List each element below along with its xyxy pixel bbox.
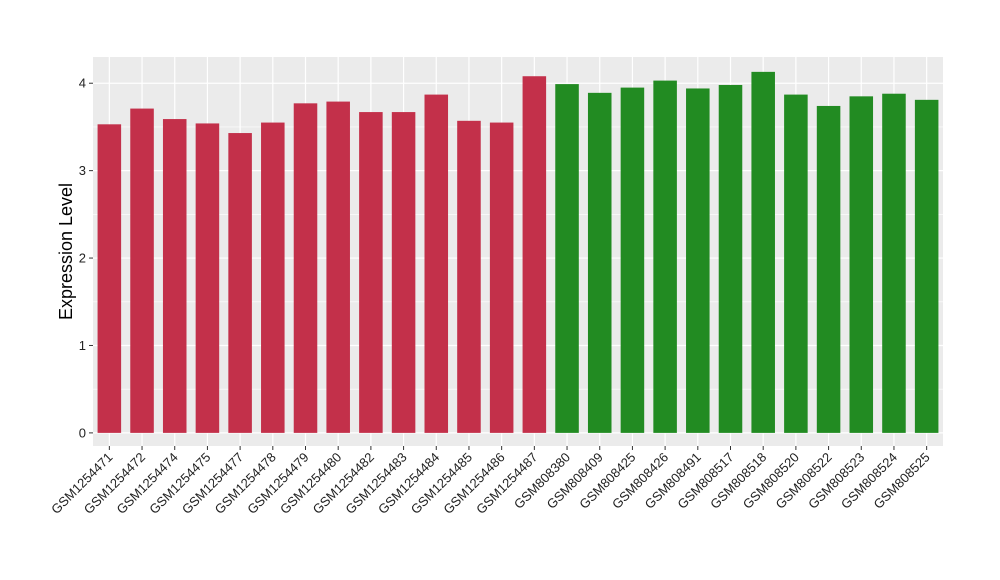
bar-GSM1254485 <box>457 120 481 433</box>
bar-GSM1254472 <box>130 108 154 433</box>
bar-GSM1254477 <box>228 133 252 433</box>
bar-GSM808523 <box>849 96 874 433</box>
bar-GSM1254471 <box>97 124 122 433</box>
bar-GSM808525 <box>914 99 939 433</box>
y-tick-label: 1 <box>79 338 86 353</box>
y-tick-label: 3 <box>79 163 86 178</box>
bar-GSM1254478 <box>261 122 285 433</box>
y-axis-title: Expression Level <box>56 183 76 320</box>
x-axis: GSM1254471GSM1254472GSM1254474GSM1254475… <box>48 446 933 517</box>
bar-GSM1254486 <box>489 122 514 433</box>
bar-GSM1254484 <box>424 94 449 433</box>
y-tick-label: 4 <box>79 76 86 91</box>
y-axis: 0 1 2 3 4 <box>79 76 93 440</box>
bar-GSM1254482 <box>359 112 383 433</box>
bar-GSM1254474 <box>162 119 187 433</box>
bar-GSM1254480 <box>326 101 350 433</box>
bar-GSM808425 <box>620 87 645 433</box>
bar-GSM808426 <box>653 80 677 433</box>
bar-GSM808524 <box>882 93 906 433</box>
bar-GSM808491 <box>686 88 710 433</box>
bar-GSM808518 <box>751 71 775 433</box>
bar-GSM1254475 <box>195 123 220 433</box>
bar-GSM1254483 <box>391 112 416 433</box>
bar-GSM808522 <box>816 105 841 433</box>
plot-panel <box>93 57 943 446</box>
bar-GSM808520 <box>784 94 808 433</box>
bar-GSM808380 <box>555 84 579 433</box>
bar-GSM808517 <box>718 84 743 433</box>
bar-GSM808409 <box>587 92 612 433</box>
y-tick-label: 2 <box>79 251 86 266</box>
y-tick-label: 0 <box>79 425 86 440</box>
bar-GSM1254487 <box>522 76 547 433</box>
bar-GSM1254479 <box>293 103 318 433</box>
bars <box>97 71 939 433</box>
